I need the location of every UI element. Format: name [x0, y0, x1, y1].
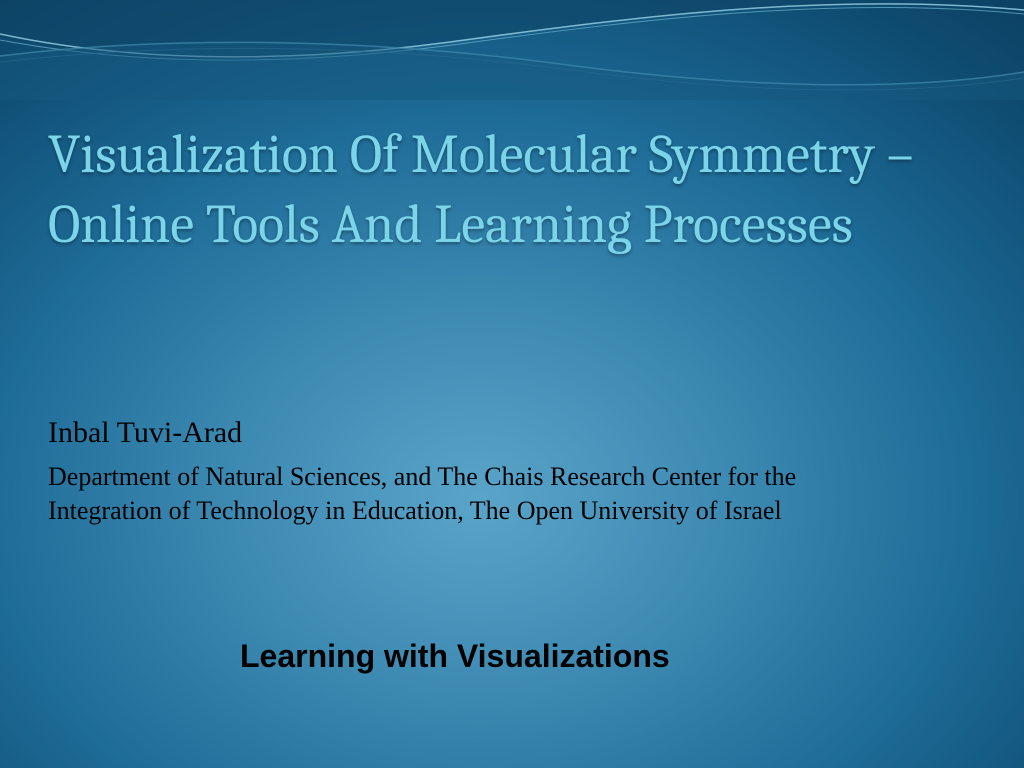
author-name: Inbal Tuvi-Arad	[48, 416, 242, 450]
slide-title: Visualization Of Molecular Symmetry – On…	[48, 120, 948, 260]
slide: Visualization Of Molecular Symmetry – On…	[0, 0, 1024, 768]
author-affiliation: Department of Natural Sciences, and The …	[48, 460, 868, 529]
decorative-wave-icon	[0, 0, 1024, 100]
conference-name: Learning with Visualizations	[240, 638, 670, 675]
